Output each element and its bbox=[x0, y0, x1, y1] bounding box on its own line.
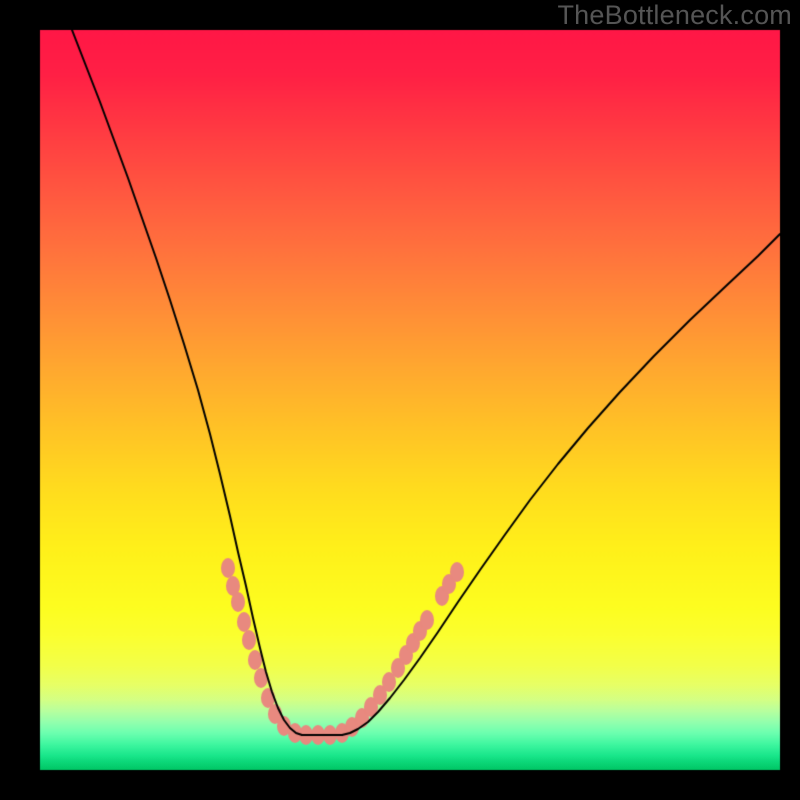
watermark-text: TheBottleneck.com bbox=[557, 0, 792, 31]
bottleneck-curve-canvas bbox=[0, 0, 800, 800]
chart-stage: TheBottleneck.com bbox=[0, 0, 800, 800]
